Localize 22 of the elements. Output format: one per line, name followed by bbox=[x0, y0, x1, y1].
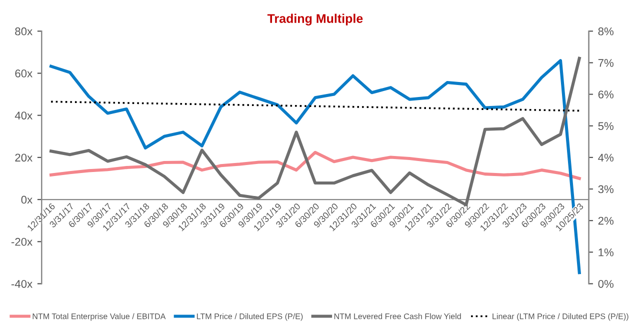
legend-label: NTM Total Enterprise Value / EBITDA bbox=[32, 313, 166, 321]
y2-tick-label: 7% bbox=[598, 59, 614, 67]
y-tick-label: 40x bbox=[14, 112, 32, 120]
y-tick-label: 20x bbox=[15, 154, 32, 162]
line-series bbox=[50, 150, 581, 180]
legend-label: Linear (LTM Price / Diluted EPS (P/E)) bbox=[492, 313, 628, 321]
chart-title: Trading Multiple bbox=[267, 14, 363, 26]
y2-tick-label: 8% bbox=[598, 27, 614, 36]
y2-tick-label: 3% bbox=[598, 185, 614, 194]
y-tick-label: -20x bbox=[11, 238, 32, 246]
y2-tick-label: 1% bbox=[598, 248, 614, 256]
y2-tick-label: 4% bbox=[598, 154, 614, 162]
y2-tick-label: 2% bbox=[598, 216, 614, 225]
y-tick-label: 0x bbox=[21, 196, 32, 204]
y2-tick-label: 6% bbox=[598, 90, 614, 98]
y-tick-label: 60x bbox=[15, 70, 32, 78]
y-tick-label: -40x bbox=[11, 280, 32, 288]
y2-tick-label: 5% bbox=[598, 122, 614, 130]
legend-label: LTM Price / Diluted EPS (P/E) bbox=[196, 313, 303, 321]
legend-label: NTM Levered Free Cash Flow Yield bbox=[334, 313, 461, 320]
y-tick-label: 80x bbox=[15, 27, 32, 36]
y2-tick-label: 0% bbox=[598, 280, 614, 288]
